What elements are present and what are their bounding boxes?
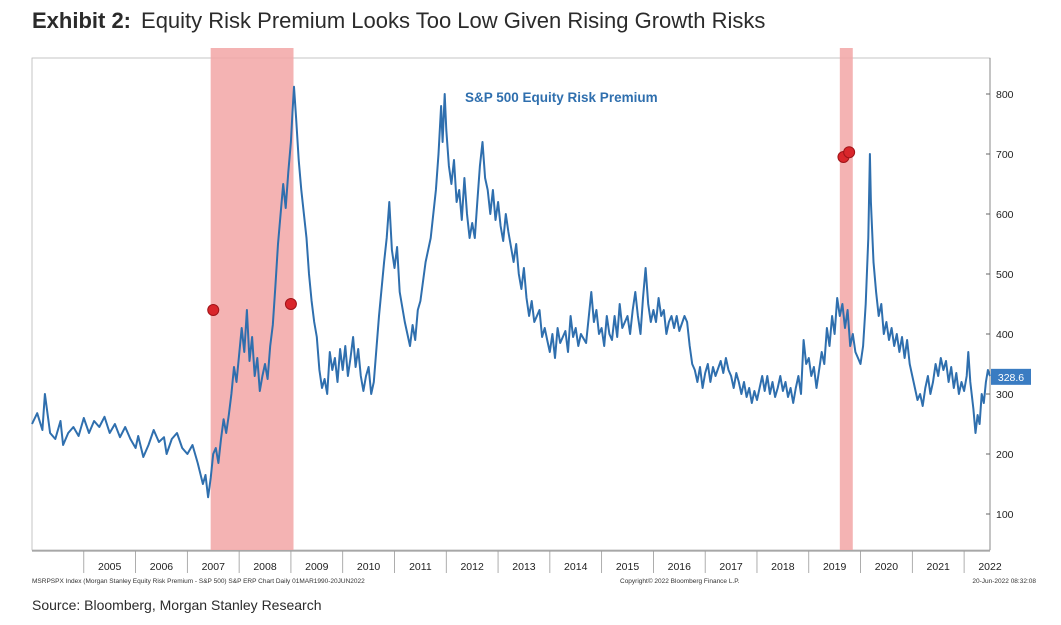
source-note: Source: Bloomberg, Morgan Stanley Resear… [32,597,322,613]
y-tick-label: 200 [996,449,1014,461]
y-tick-label: 300 [996,389,1014,401]
series-label: S&P 500 Equity Risk Premium [465,90,658,105]
exhibit-title: Exhibit 2: Equity Risk Premium Looks Too … [32,8,765,34]
markers [207,146,856,316]
y-tick-label: 400 [996,329,1014,341]
recession-bands [31,48,991,551]
x-tick-label: 2007 [202,561,226,573]
x-tick-label: 2019 [823,561,847,573]
last-value-label: 328.6 [998,372,1024,384]
x-tick-label: 2010 [357,561,381,573]
y-tick-label: 100 [996,509,1014,521]
x-tick-label: 2008 [253,561,277,573]
y-tick-label: 800 [996,89,1014,101]
footer-right: 20-Jun-2022 08:32:08 [972,578,1036,585]
x-tick-label: 2015 [616,561,640,573]
x-tick-label: 2011 [409,561,432,573]
x-tick-label: 2013 [512,561,536,573]
x-tick-label: 2022 [978,561,1002,573]
footer-center: Copyright© 2022 Bloomberg Finance L.P. [620,577,740,585]
x-tick-label: 2009 [305,561,329,573]
event-marker [284,298,297,310]
y-tick-label: 600 [996,209,1014,221]
exhibit-label: Exhibit 2: [32,8,132,33]
x-tick-label: 2017 [719,561,743,573]
x-tick-label: 2006 [150,561,174,573]
x-tick-label: 2020 [875,561,899,573]
x-tick-label: 2012 [460,561,484,573]
y-axis: 100 200 300 400 500 600 700 800 [986,58,1014,550]
y-tick-label: 700 [996,149,1014,161]
x-tick-label: 2014 [564,561,588,573]
x-axis: 2005 2006 2007 2008 2009 2010 2011 2012 2013 2014… [32,550,1002,573]
x-tick-label: 2016 [668,561,692,573]
footer-left: MSRPSPX Index (Morgan Stanley Equity Ris… [32,578,365,585]
exhibit-title-text: Equity Risk Premium Looks Too Low Given … [141,8,766,33]
last-value-bg [991,368,1031,385]
last-value-box: 328.6 [991,368,1031,385]
x-tick-label: 2021 [927,561,951,573]
recession-band [839,48,853,550]
event-marker [843,146,856,159]
event-marker [207,304,220,316]
x-tick-label: 2005 [98,561,122,573]
chart: 2005 2006 2007 2008 2009 2010 2011 2012 2013 2014… [31,48,1036,585]
x-tick-label: 2018 [771,561,795,573]
series-line [31,85,991,499]
recession-band [210,48,294,550]
y-tick-label: 500 [996,269,1014,281]
